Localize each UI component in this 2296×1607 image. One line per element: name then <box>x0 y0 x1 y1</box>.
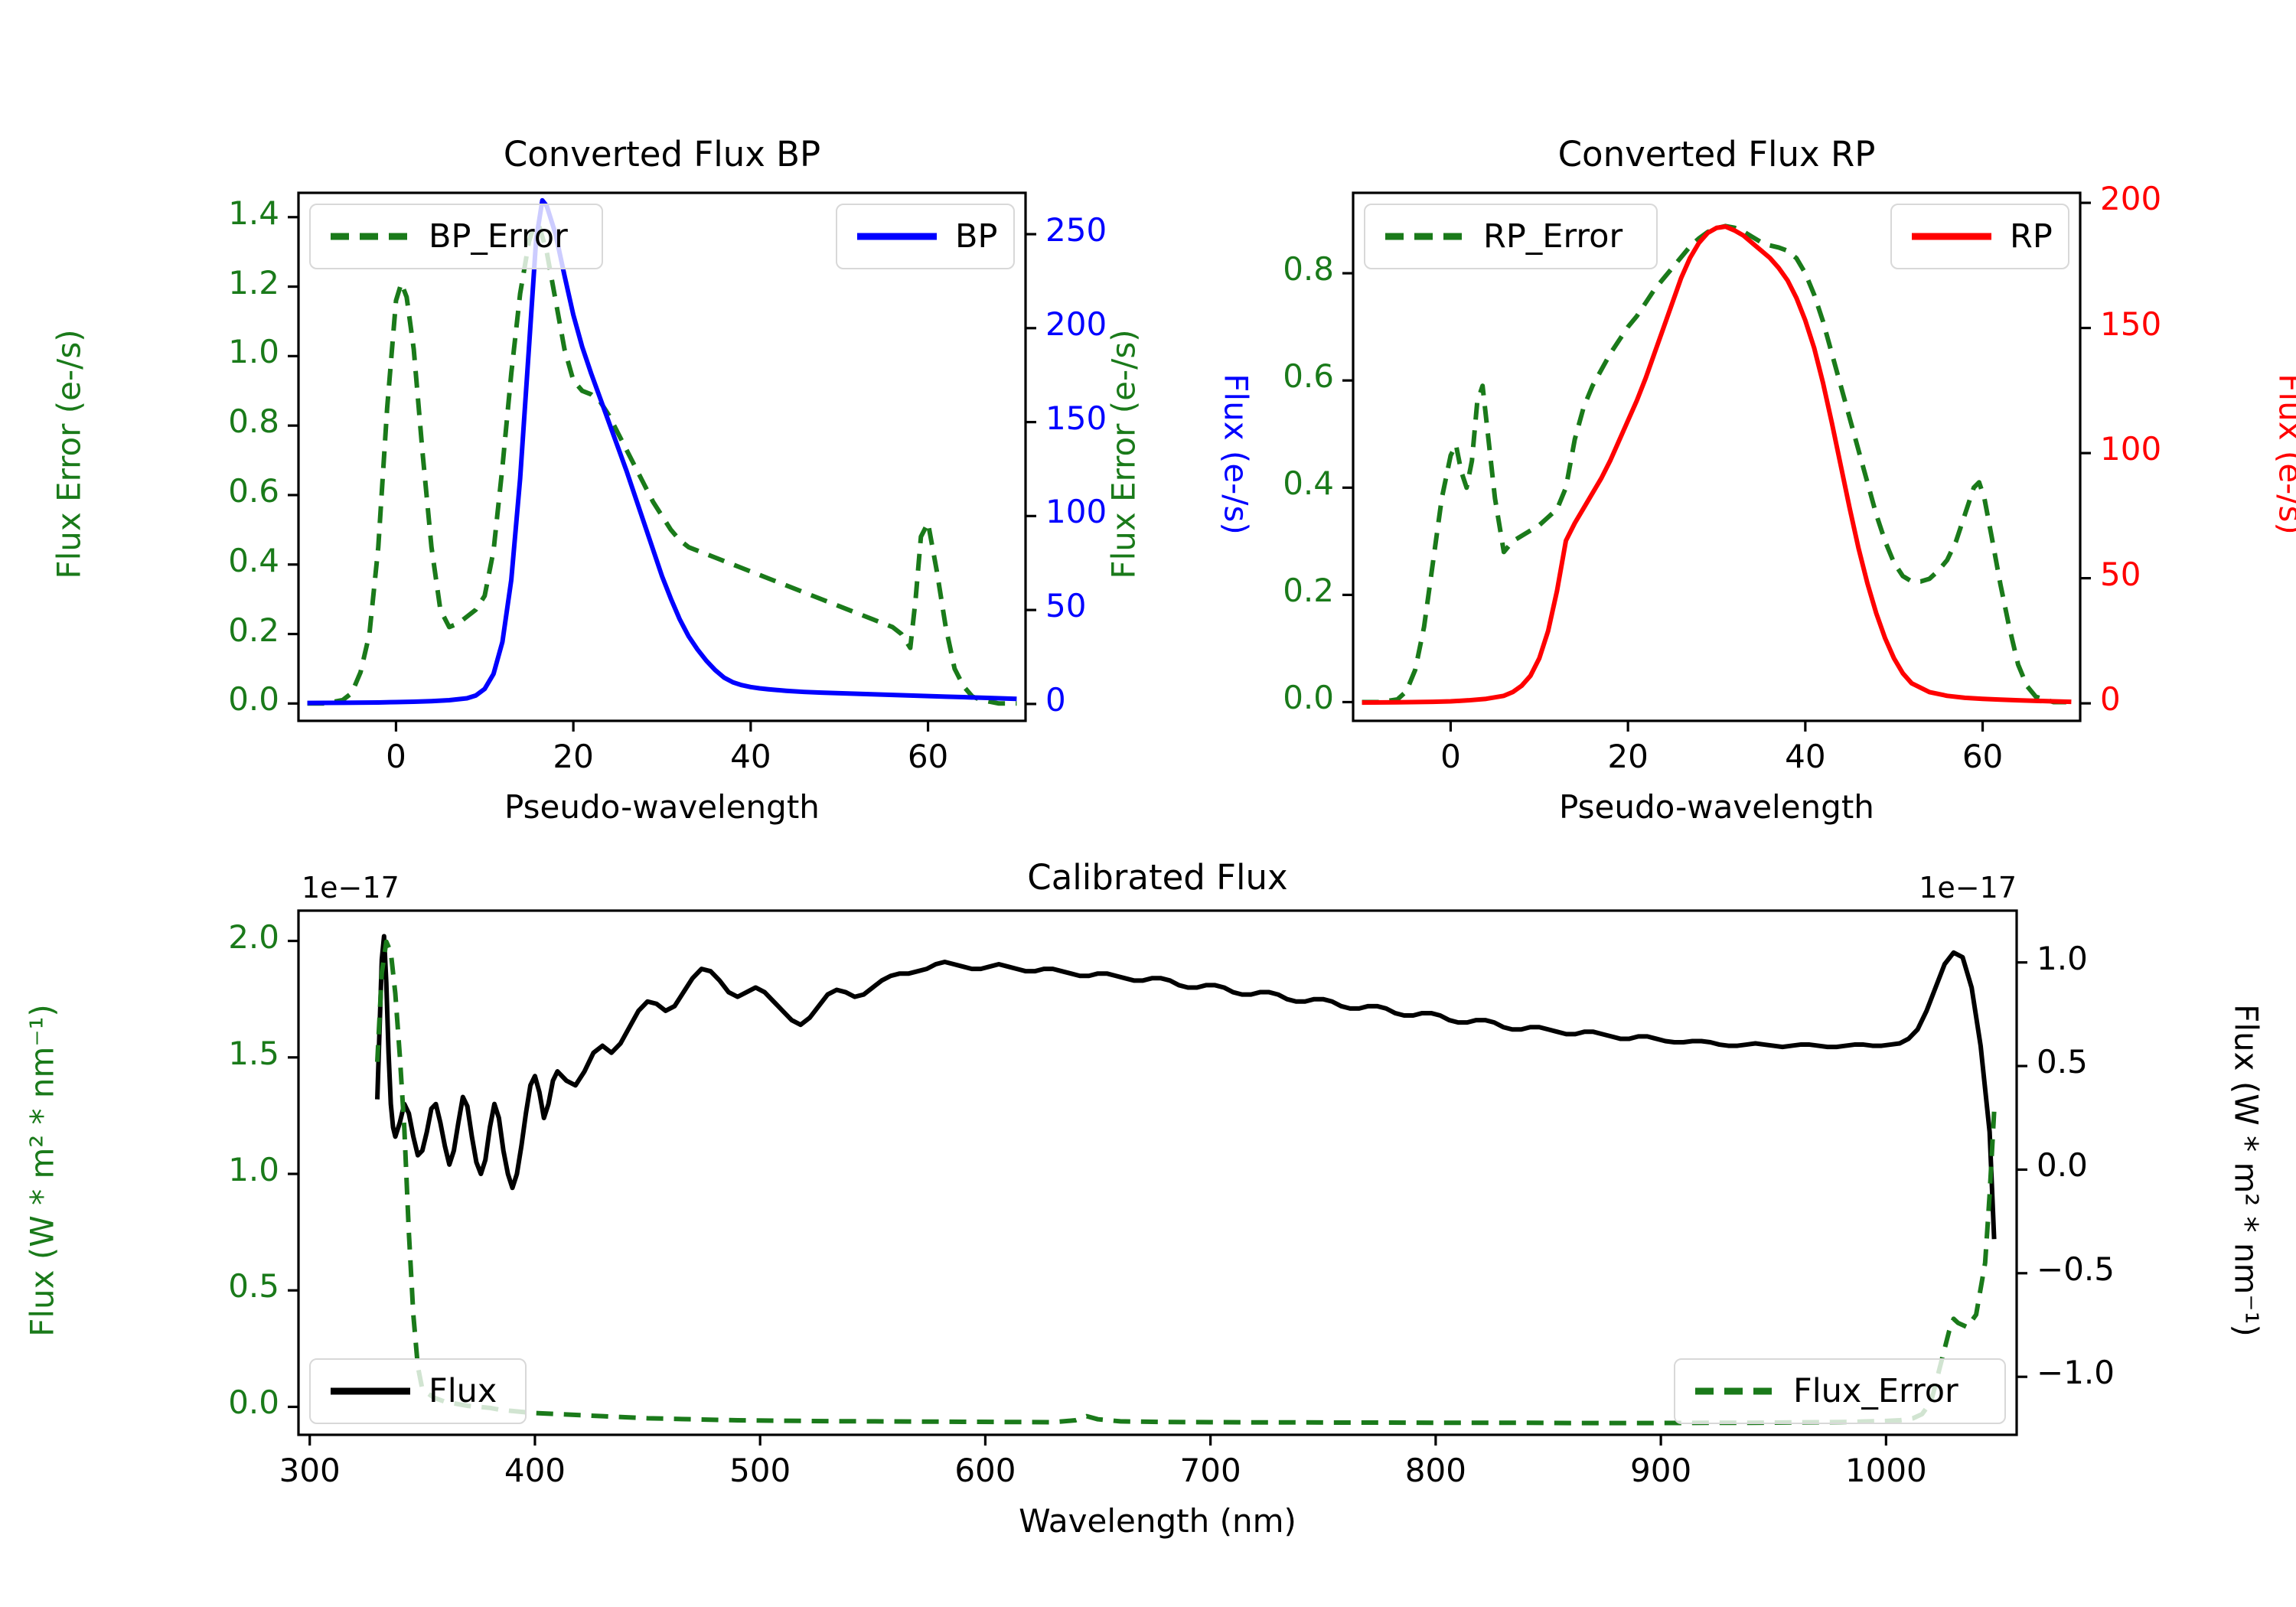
y-tick-label-right: −0.5 <box>2037 1250 2115 1288</box>
x-tick-label: 600 <box>954 1452 1016 1489</box>
y-tick-label-left: 1.0 <box>228 333 279 371</box>
y-tick-label-left: 0.0 <box>1283 679 1334 717</box>
x-axis-label-rp: Pseudo-wavelength <box>1559 788 1874 826</box>
x-tick-label: 0 <box>386 738 406 775</box>
y-tick-label-left: 1.5 <box>228 1034 279 1072</box>
y-axis-label-right-calibrated: Flux (W * m² * nm⁻¹) <box>2227 1003 2265 1337</box>
legend-swatch-solid-icon <box>331 1387 410 1395</box>
x-tick-label: 800 <box>1404 1452 1466 1489</box>
y-tick-label-right: 0 <box>1045 680 1066 719</box>
axes-frame-bp <box>297 191 1027 722</box>
y-tick-label-left: 0.2 <box>228 611 279 649</box>
x-tick-label: 60 <box>907 738 949 775</box>
legend-rp_error[interactable]: RP_Error <box>1364 204 1658 269</box>
x-tick-label: 400 <box>504 1452 566 1489</box>
y-tick-label-right: 0.5 <box>2037 1043 2088 1081</box>
y-axis-label-right-bp: Flux (e-/s) <box>1217 373 1255 535</box>
y-tick-label-left: 0.8 <box>1283 250 1334 288</box>
legend-label: Flux <box>429 1372 497 1410</box>
y-tick-label-left: 0.8 <box>228 403 279 441</box>
y-tick-label-right: 0.0 <box>2037 1146 2088 1185</box>
legend-label: BP_Error <box>429 217 568 256</box>
legend-swatch-dashed-icon <box>331 233 410 240</box>
y-tick-label-left: 0.0 <box>228 680 279 719</box>
series-line-rp <box>1362 224 2072 706</box>
y-tick-label-right: 1.0 <box>2037 939 2088 977</box>
x-tick-label: 900 <box>1630 1452 1692 1489</box>
y-axis-label-left-calibrated: Flux (W * m² * nm⁻¹) <box>23 1003 61 1337</box>
legend-label: RP_Error <box>1483 217 1623 256</box>
series-line-flux <box>374 934 1997 1240</box>
y-tick-label-right: 150 <box>2100 305 2162 343</box>
series-line-flux_error <box>374 939 1997 1426</box>
x-axis-label-bp: Pseudo-wavelength <box>504 788 820 826</box>
y-tick-label-right: 150 <box>1045 399 1107 437</box>
x-tick-label: 20 <box>1607 738 1649 775</box>
x-tick-label: 60 <box>1962 738 2004 775</box>
y-tick-label-right: 200 <box>2100 180 2162 218</box>
y-tick-label-left: 1.0 <box>228 1151 279 1189</box>
series-line-bp_error <box>307 221 1017 706</box>
y-tick-label-right: 250 <box>1045 211 1107 249</box>
offset-text-left: 1e−17 <box>302 871 400 905</box>
panel-title-calibrated: Calibrated Flux <box>1027 857 1288 898</box>
x-tick-label: 40 <box>730 738 771 775</box>
y-tick-label-right: −1.0 <box>2037 1354 2115 1392</box>
legend-label: BP <box>955 217 998 256</box>
legend-bp_error[interactable]: BP_Error <box>309 204 603 269</box>
y-tick-label-right: 50 <box>1045 587 1087 625</box>
panel-title-rp: Converted Flux RP <box>1557 134 1876 174</box>
legend-label: Flux_Error <box>1793 1372 1958 1410</box>
y-tick-label-left: 0.5 <box>228 1267 279 1305</box>
y-axis-label-left-rp: Flux Error (e-/s) <box>1104 329 1143 579</box>
x-axis-label-calibrated: Wavelength (nm) <box>1019 1502 1296 1540</box>
series-line-bp <box>307 197 1017 706</box>
legend-bp[interactable]: BP <box>836 204 1015 269</box>
x-tick-label: 500 <box>729 1452 791 1489</box>
legend-label: RP <box>2010 217 2053 256</box>
y-tick-label-left: 1.4 <box>228 194 279 232</box>
legend-swatch-solid-icon <box>1912 233 1991 240</box>
y-tick-label-left: 0.4 <box>228 541 279 579</box>
x-tick-label: 1000 <box>1844 1452 1927 1489</box>
y-tick-label-left: 0.2 <box>1283 572 1334 610</box>
legend-flux[interactable]: Flux <box>309 1358 527 1424</box>
x-tick-label: 20 <box>553 738 594 775</box>
x-tick-label: 300 <box>279 1452 341 1489</box>
panel-title-bp: Converted Flux BP <box>503 134 821 174</box>
y-tick-label-right: 0 <box>2100 680 2121 719</box>
x-tick-label: 40 <box>1785 738 1826 775</box>
axes-frame-calibrated <box>297 909 2018 1436</box>
legend-swatch-dashed-icon <box>1385 233 1465 240</box>
y-axis-label-left-bp: Flux Error (e-/s) <box>50 329 88 579</box>
y-tick-label-left: 1.2 <box>228 263 279 302</box>
y-tick-label-right: 100 <box>1045 493 1107 531</box>
legend-flux_error[interactable]: Flux_Error <box>1674 1358 2006 1424</box>
y-axis-label-right-rp: Flux (e-/s) <box>2272 373 2296 535</box>
y-tick-label-right: 100 <box>2100 430 2162 468</box>
y-tick-label-right: 200 <box>1045 305 1107 343</box>
y-tick-label-right: 50 <box>2100 555 2141 593</box>
y-tick-label-left: 0.4 <box>1283 464 1334 503</box>
offset-text-right: 1e−17 <box>1919 871 2017 905</box>
legend-swatch-solid-icon <box>857 233 937 240</box>
series-line-rp_error <box>1362 223 2072 705</box>
x-tick-label: 0 <box>1440 738 1461 775</box>
y-tick-label-left: 0.6 <box>1283 357 1334 396</box>
legend-rp[interactable]: RP <box>1890 204 2069 269</box>
y-tick-label-left: 0.6 <box>228 471 279 510</box>
y-tick-label-left: 2.0 <box>228 918 279 956</box>
y-tick-label-left: 0.0 <box>228 1384 279 1422</box>
legend-swatch-dashed-icon <box>1695 1387 1775 1395</box>
x-tick-label: 700 <box>1179 1452 1241 1489</box>
axes-frame-rp <box>1352 191 2082 722</box>
